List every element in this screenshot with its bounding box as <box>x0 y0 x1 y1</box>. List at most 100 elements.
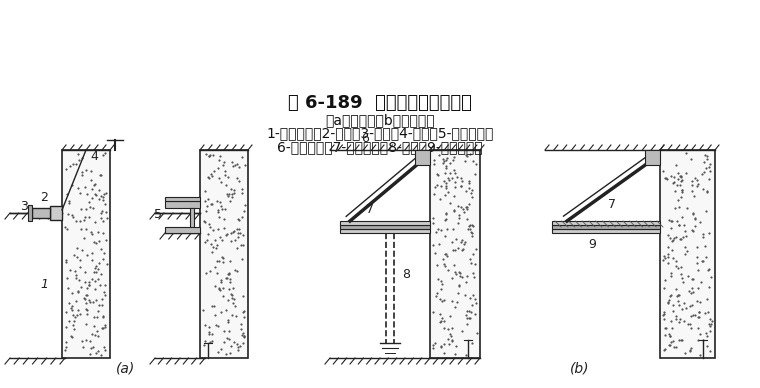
Point <box>691 183 703 189</box>
Point <box>445 175 458 182</box>
Point <box>448 154 461 161</box>
Point <box>214 214 226 220</box>
Point <box>442 177 454 183</box>
Point <box>463 201 475 207</box>
Point <box>68 318 80 324</box>
Point <box>212 165 224 171</box>
Point <box>213 285 225 291</box>
Point <box>439 158 451 165</box>
Point <box>701 156 713 163</box>
Point <box>207 172 219 178</box>
Point <box>679 244 691 250</box>
Point <box>658 347 670 353</box>
Point <box>672 176 684 182</box>
Point <box>676 279 689 285</box>
Point <box>657 253 670 259</box>
Point <box>470 300 482 306</box>
Point <box>100 210 112 216</box>
Text: (b): (b) <box>570 362 590 376</box>
Point <box>704 315 716 322</box>
Point <box>221 231 233 237</box>
Point <box>93 196 105 202</box>
Point <box>704 161 716 167</box>
Point <box>81 311 93 317</box>
Point <box>98 191 110 197</box>
Point <box>444 331 456 338</box>
Point <box>66 182 78 188</box>
Point <box>439 183 451 189</box>
Point <box>199 239 211 245</box>
Point <box>467 274 480 280</box>
Point <box>451 299 464 305</box>
Point <box>435 278 448 284</box>
Point <box>461 273 473 279</box>
Point <box>206 303 218 309</box>
Point <box>696 258 708 264</box>
Point <box>697 258 709 264</box>
Point <box>72 151 84 157</box>
Point <box>220 232 233 238</box>
Point <box>687 211 699 217</box>
Point <box>463 315 475 321</box>
Point <box>673 336 685 343</box>
Point <box>225 186 237 192</box>
Point <box>440 165 452 171</box>
Point <box>217 162 229 168</box>
Point <box>220 351 232 357</box>
Point <box>699 310 711 316</box>
Point <box>74 256 87 263</box>
Point <box>441 155 453 161</box>
Point <box>231 245 243 251</box>
Point <box>432 275 444 282</box>
Point <box>67 312 79 319</box>
Point <box>86 231 98 237</box>
Point <box>461 279 473 286</box>
Point <box>444 160 456 166</box>
Point <box>84 345 97 351</box>
Point <box>214 199 226 205</box>
Point <box>466 232 478 239</box>
Point <box>667 237 679 243</box>
Point <box>100 191 112 197</box>
Point <box>226 159 238 165</box>
Point <box>438 296 450 303</box>
Point <box>701 152 714 159</box>
Point <box>461 308 473 315</box>
Point <box>454 175 467 181</box>
Point <box>216 237 228 243</box>
Point <box>223 270 235 276</box>
Point <box>458 246 470 252</box>
Point <box>96 325 108 331</box>
Point <box>201 237 213 243</box>
Point <box>217 285 230 291</box>
Point <box>95 210 107 216</box>
Point <box>679 350 692 356</box>
Point <box>436 281 448 288</box>
Point <box>100 150 112 156</box>
Point <box>97 230 109 236</box>
Point <box>199 338 211 344</box>
Point <box>93 171 106 178</box>
Bar <box>552 225 660 229</box>
Point <box>432 289 444 296</box>
Point <box>460 152 472 158</box>
Point <box>693 309 705 315</box>
Point <box>62 200 74 206</box>
Point <box>657 285 670 291</box>
Point <box>73 158 85 164</box>
Point <box>675 194 687 200</box>
Point <box>470 161 482 167</box>
Point <box>701 333 714 339</box>
Point <box>63 300 75 307</box>
Point <box>669 189 681 195</box>
Point <box>438 261 450 267</box>
Point <box>200 270 212 277</box>
Point <box>692 337 705 343</box>
Point <box>675 264 687 270</box>
Point <box>72 288 84 294</box>
Point <box>448 262 460 268</box>
Point <box>686 285 698 291</box>
Point <box>232 230 244 237</box>
Point <box>657 168 670 174</box>
Point <box>72 185 84 191</box>
